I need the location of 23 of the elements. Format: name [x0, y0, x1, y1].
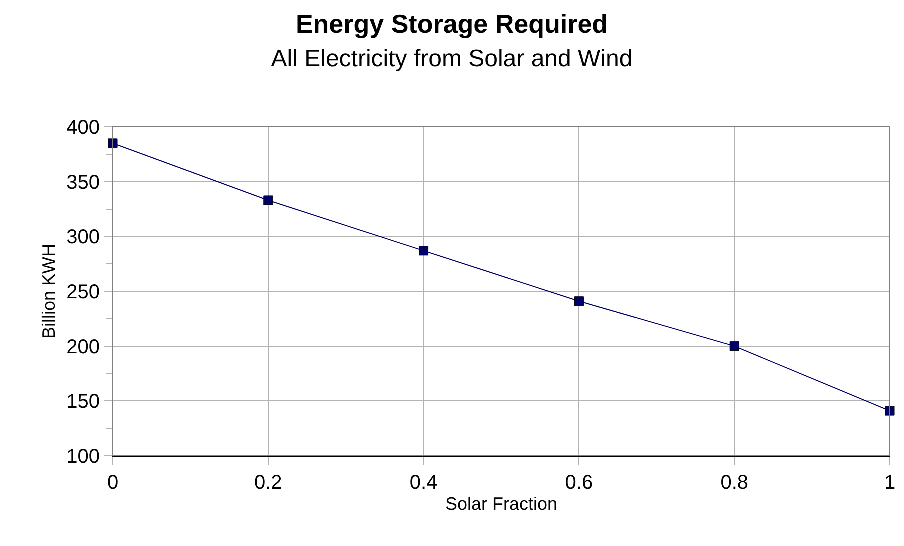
chart-title: Energy Storage Required: [296, 8, 608, 39]
x-tick-label: 0.8: [720, 472, 749, 494]
x-tick-label: 0.4: [410, 472, 438, 494]
point: [885, 406, 895, 416]
x-tick-label: 1: [884, 472, 896, 494]
point: [264, 196, 274, 206]
y-tick-label: 200: [66, 336, 100, 358]
x-axis-title: Solar Fraction: [445, 494, 558, 514]
y-axis-title: Billion KWH: [38, 244, 59, 340]
point: [574, 296, 584, 306]
y-tick-label: 100: [66, 446, 100, 468]
x-tick-label: 0.2: [254, 472, 282, 494]
point: [730, 342, 740, 352]
y-tick-label: 400: [66, 117, 100, 139]
x-tick-label: 0: [107, 472, 119, 494]
y-tick-label: 350: [66, 172, 100, 194]
x-tick-label: 0.6: [565, 472, 594, 494]
y-tick-label: 150: [66, 391, 100, 414]
y-tick-label: 250: [66, 282, 100, 304]
point: [108, 138, 118, 148]
chart-subtitle: All Electricity from Solar and Wind: [271, 46, 633, 73]
point: [419, 246, 429, 256]
y-tick-label: 300: [66, 226, 100, 249]
